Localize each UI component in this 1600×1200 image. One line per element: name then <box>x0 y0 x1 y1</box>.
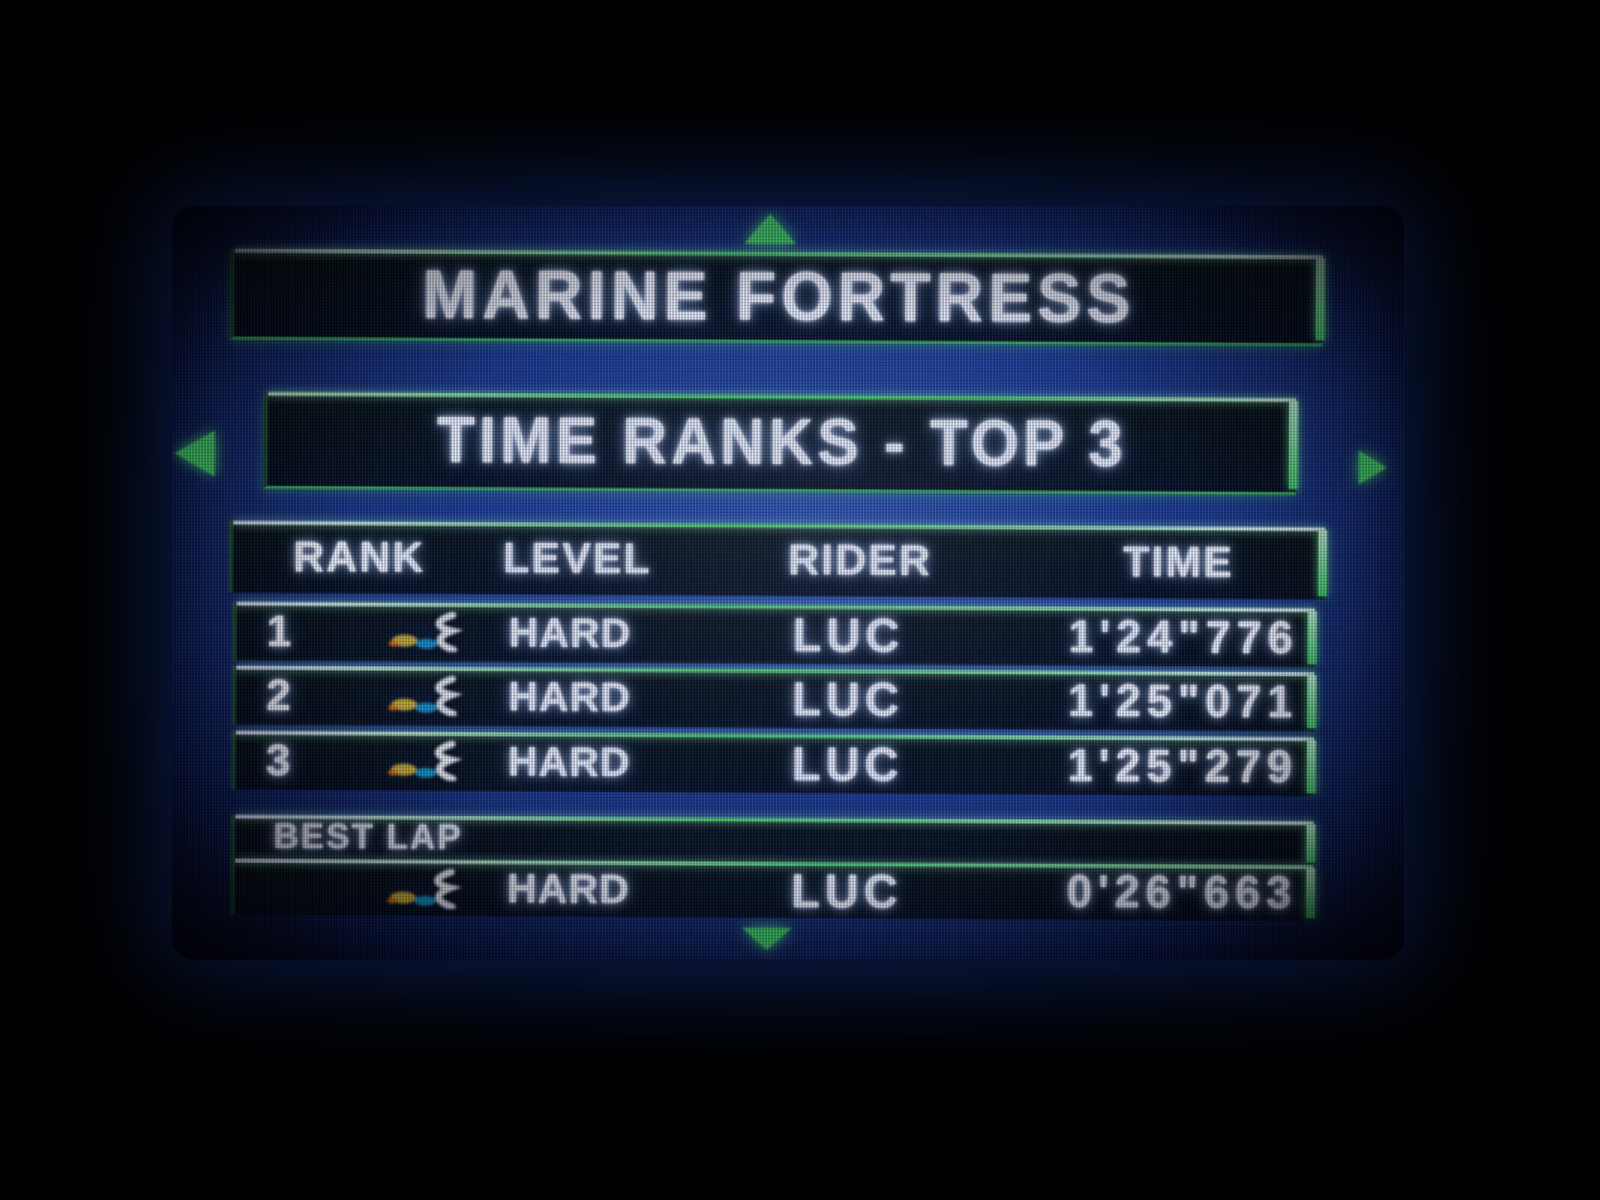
rank-cell: 2 <box>266 670 291 720</box>
jetski-icon <box>373 868 469 910</box>
time-cell: 0'26"663 <box>1066 865 1298 919</box>
up-arrow-icon[interactable] <box>744 213 797 245</box>
rank-cell: 1 <box>266 606 292 656</box>
right-arrow-icon[interactable] <box>1358 450 1387 485</box>
level-cell: HARD <box>507 738 631 786</box>
track-title: MARINE FORTRESS <box>422 255 1136 337</box>
header-time: TIME <box>1122 537 1235 587</box>
table-row: 2 HARD LUC 1'25"071 <box>231 665 1315 732</box>
left-arrow-icon[interactable] <box>174 430 215 477</box>
level-cell: HARD <box>506 864 630 912</box>
header-rider: RIDER <box>787 535 933 585</box>
jetski-icon <box>375 611 471 653</box>
rider-cell: LUC <box>790 863 903 918</box>
jetski-icon <box>374 740 470 782</box>
game-screen: MARINE FORTRESS TIME RANKS - TOP 3 RANK … <box>172 206 1404 960</box>
header-level: LEVEL <box>503 533 652 583</box>
rider-cell: LUC <box>792 672 905 726</box>
header-rank: RANK <box>293 532 426 582</box>
best-lap-banner: BEST LAP <box>230 814 1314 866</box>
rider-cell: LUC <box>792 608 905 662</box>
screen-title-banner: TIME RANKS - TOP 3 <box>262 391 1297 496</box>
table-header-row: RANK LEVEL RIDER TIME <box>227 520 1326 600</box>
rank-cell: 3 <box>265 735 291 785</box>
screen-title: TIME RANKS - TOP 3 <box>436 403 1127 480</box>
jetski-icon <box>374 675 470 717</box>
track-title-banner: MARINE FORTRESS <box>229 248 1324 347</box>
level-cell: HARD <box>508 609 632 657</box>
time-cell: 1'25"071 <box>1067 674 1299 727</box>
best-lap-row: HARD LUC 0'26"663 <box>229 858 1314 922</box>
time-cell: 1'24"776 <box>1068 610 1299 663</box>
table-row: 3 HARD LUC 1'25"279 <box>230 730 1315 797</box>
best-lap-label: BEST LAP <box>273 816 463 858</box>
level-cell: HARD <box>508 673 631 721</box>
rider-cell: LUC <box>791 737 904 791</box>
down-arrow-icon[interactable] <box>741 927 792 951</box>
time-cell: 1'25"279 <box>1067 739 1299 792</box>
table-row: 1 HARD LUC 1'24"776 <box>231 601 1315 668</box>
